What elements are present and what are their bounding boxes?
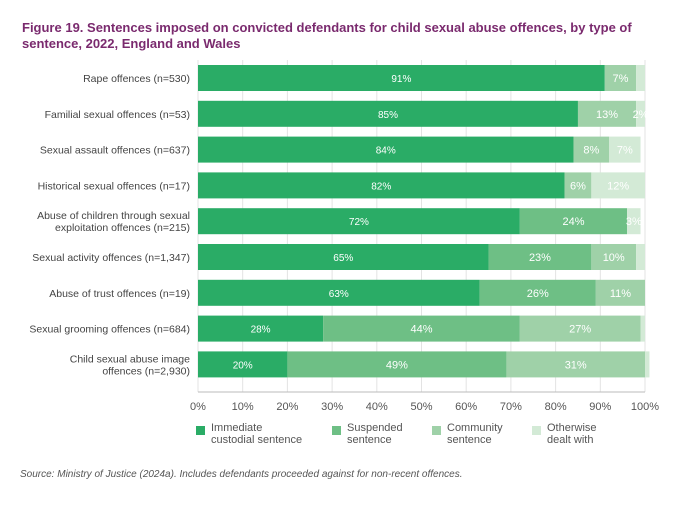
category-label: Abuse of trust offences (n=19) [49, 288, 190, 300]
bar-segment [591, 172, 645, 199]
data-label: 3% [626, 216, 642, 228]
bar-segment [591, 244, 637, 270]
x-tick-label: 70% [500, 401, 522, 413]
data-label: 72% [349, 217, 369, 228]
bar-segment [577, 100, 637, 127]
data-label: 63% [329, 289, 349, 300]
data-label: 6% [570, 180, 586, 192]
data-label: 27% [569, 324, 591, 336]
bar-segment [198, 65, 605, 91]
bar-segment [479, 279, 596, 306]
category-label: Familial sexual offences (n=53) [45, 109, 190, 121]
data-label: 85% [378, 110, 398, 121]
data-label: 91% [391, 74, 411, 85]
bar-segment [198, 315, 324, 342]
data-label: 11% [610, 288, 631, 300]
data-label: 82% [371, 181, 391, 192]
bar-segment [604, 65, 637, 91]
x-tick-label: 50% [410, 401, 432, 413]
data-label: 12% [607, 180, 629, 192]
bar-segment [488, 244, 592, 270]
bar-segment [519, 315, 641, 342]
data-label: 7% [612, 73, 628, 85]
bar-segment [198, 244, 489, 270]
legend-swatch [432, 426, 441, 435]
category-label: Historical sexual offences (n=17) [38, 180, 190, 192]
legend-item: Suspended sentence [332, 422, 447, 446]
bar-segment [323, 315, 520, 342]
x-tick-label: 80% [545, 401, 567, 413]
legend-swatch [196, 426, 205, 435]
x-tick-label: 40% [366, 401, 388, 413]
category-label: exploitation offences (n=215) [55, 222, 190, 234]
bar-segment [636, 65, 645, 91]
bar-segment [573, 136, 610, 163]
category-label: Sexual grooming offences (n=684) [29, 324, 190, 336]
data-label: 31% [565, 359, 587, 371]
bar-segment [198, 351, 288, 378]
x-tick-label: 60% [455, 401, 477, 413]
category-label: Sexual activity offences (n=1,347) [32, 252, 190, 264]
legend-swatch [332, 426, 341, 435]
bar-segment [198, 136, 574, 163]
legend-item: Immediate custodial sentence [196, 422, 311, 446]
data-label: 2% [633, 109, 649, 121]
data-label: 44% [410, 324, 432, 336]
x-tick-label: 90% [589, 401, 611, 413]
legend-item: Community sentence [432, 422, 547, 446]
legend-label: Community sentence [447, 422, 503, 446]
x-tick-label: 30% [321, 401, 343, 413]
bar-segment [519, 208, 628, 235]
legend-label: Otherwise dealt with [547, 422, 597, 446]
legend-label: Suspended sentence [347, 422, 403, 446]
data-label: 20% [233, 360, 253, 371]
data-label: 84% [376, 146, 396, 157]
bar-segment [198, 100, 578, 127]
bar-segment [645, 351, 650, 378]
data-label: 26% [527, 288, 549, 300]
chart-title: Figure 19. Sentences imposed on convicte… [22, 20, 632, 51]
data-label: 49% [386, 359, 408, 371]
category-label: Abuse of children through sexual [37, 210, 190, 222]
data-label: 23% [529, 252, 551, 264]
x-tick-label: 20% [276, 401, 298, 413]
category-label: offences (n=2,930) [102, 365, 190, 377]
legend-swatch [532, 426, 541, 435]
stacked-bar-chart: 0% 10% 20% 30% 40% 50% 60% 70% 80% 90% 100% Rape of… [29, 60, 659, 413]
data-label: 8% [583, 145, 599, 157]
bar-segment [636, 244, 645, 270]
source-note: Source: Ministry of Justice (2024a). Inc… [20, 469, 463, 480]
data-label: 65% [333, 253, 353, 264]
legend-label: Immediate custodial sentence [211, 422, 303, 446]
category-label: Rape offences (n=530) [83, 73, 190, 85]
bar-segment [595, 279, 645, 306]
x-tick-label: 0% [190, 401, 206, 413]
bar-segment [640, 315, 645, 342]
bar-segment [627, 208, 641, 235]
x-tick-label: 100% [631, 401, 659, 413]
legend: Immediate custodial sentence Suspended sent… [196, 422, 666, 452]
bar-segment [609, 136, 641, 163]
bar-segment [198, 172, 565, 199]
category-label: Sexual assault offences (n=637) [40, 145, 190, 157]
data-label: 24% [562, 216, 584, 228]
bar-segment [198, 279, 480, 306]
bar-segment [564, 172, 592, 199]
x-tick-label: 10% [232, 401, 254, 413]
bar-segment [287, 351, 507, 378]
legend-item: Otherwise dealt with [532, 422, 647, 446]
data-label: 7% [617, 145, 633, 157]
category-label: Child sexual abuse image [70, 353, 190, 365]
data-label: 28% [251, 325, 271, 336]
data-label: 13% [596, 109, 618, 121]
bar-segment [198, 208, 520, 235]
bar-segment [506, 351, 645, 378]
bar-segment [636, 100, 645, 127]
data-label: 10% [603, 252, 625, 264]
